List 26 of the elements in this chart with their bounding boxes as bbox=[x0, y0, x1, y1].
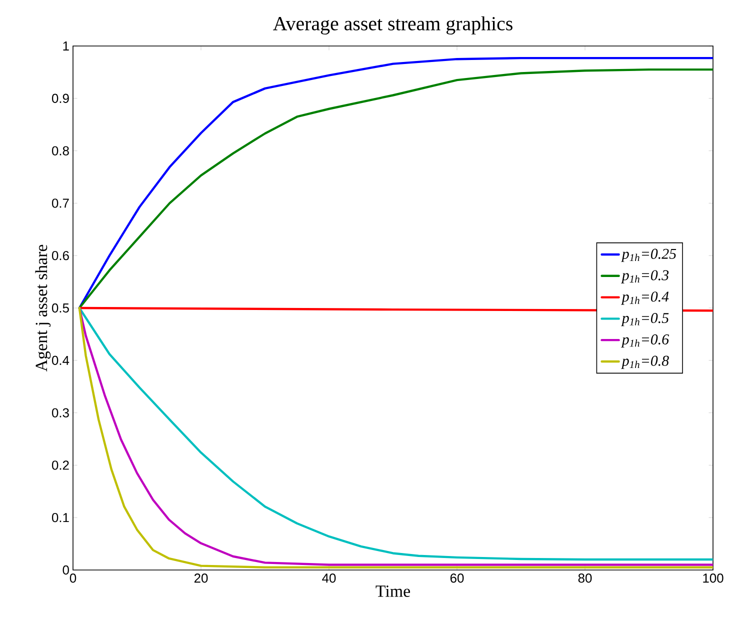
y-tick-label: 0.2 bbox=[52, 460, 69, 470]
x-tick-label: 60 bbox=[450, 574, 464, 583]
y-tick-label: 0.5 bbox=[52, 303, 69, 313]
y-axis-title: Agent j asset share bbox=[35, 244, 51, 372]
x-tick-label: 80 bbox=[578, 574, 592, 583]
legend-label: p$_{1h}$=0.25 bbox=[621, 248, 676, 262]
x-tick-label: 20 bbox=[194, 574, 208, 583]
y-tick-label: 0.8 bbox=[52, 146, 69, 156]
y-tick-label: 0.4 bbox=[52, 356, 70, 365]
legend-label: p$_{1h}$=0.5 bbox=[621, 312, 669, 326]
x-axis-title: Time bbox=[376, 586, 410, 597]
legend-label: p$_{1h}$=0.4 bbox=[621, 292, 669, 305]
legend-label: p$_{1h}$=0.6 bbox=[621, 334, 670, 348]
y-tick-label: 0.7 bbox=[52, 198, 69, 208]
legend-label: p$_{1h}$=0.8 bbox=[621, 356, 669, 369]
y-tick-label: 0.6 bbox=[52, 251, 69, 260]
x-tick-label: 100 bbox=[703, 574, 724, 583]
y-tick-label: 0.1 bbox=[52, 513, 69, 522]
y-tick-label: 1 bbox=[63, 42, 69, 50]
y-tick-label: 0.9 bbox=[52, 94, 69, 103]
chart-title: Average asset stream graphics bbox=[273, 16, 512, 34]
legend-label: p$_{1h}$=0.3 bbox=[621, 270, 669, 284]
x-tick-label: 0 bbox=[70, 574, 76, 583]
x-tick-label: 40 bbox=[322, 574, 336, 583]
y-tick-label: 0 bbox=[62, 565, 69, 575]
y-tick-label: 0.3 bbox=[52, 408, 69, 418]
